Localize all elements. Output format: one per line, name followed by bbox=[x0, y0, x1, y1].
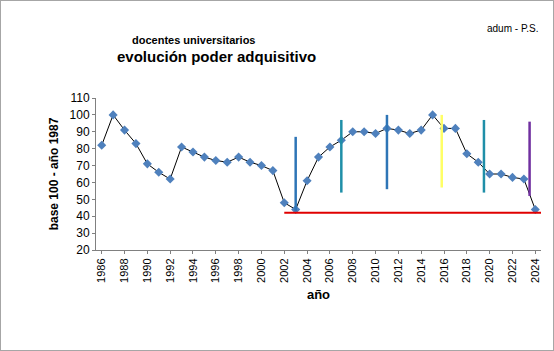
svg-text:110: 110 bbox=[70, 91, 89, 105]
svg-text:2004: 2004 bbox=[301, 258, 313, 282]
svg-text:2014: 2014 bbox=[415, 258, 427, 282]
svg-text:2006: 2006 bbox=[323, 258, 335, 282]
svg-text:1996: 1996 bbox=[209, 258, 221, 282]
svg-text:2024: 2024 bbox=[529, 258, 541, 282]
svg-text:40: 40 bbox=[76, 209, 90, 223]
svg-text:2022: 2022 bbox=[506, 258, 518, 282]
svg-text:2010: 2010 bbox=[369, 258, 381, 282]
svg-text:1994: 1994 bbox=[187, 258, 199, 282]
svg-text:2012: 2012 bbox=[392, 258, 404, 282]
svg-text:2018: 2018 bbox=[460, 258, 472, 282]
svg-text:50: 50 bbox=[76, 193, 90, 207]
svg-text:docentes universitarios: docentes universitarios bbox=[132, 34, 256, 46]
svg-text:2008: 2008 bbox=[346, 258, 358, 282]
svg-text:60: 60 bbox=[76, 176, 90, 190]
svg-text:30: 30 bbox=[76, 226, 90, 240]
svg-text:2002: 2002 bbox=[278, 258, 290, 282]
svg-text:80: 80 bbox=[76, 142, 90, 156]
svg-text:20: 20 bbox=[76, 243, 90, 257]
svg-text:año: año bbox=[307, 287, 330, 302]
svg-text:2016: 2016 bbox=[438, 258, 450, 282]
svg-text:1986: 1986 bbox=[95, 258, 107, 282]
svg-text:1988: 1988 bbox=[118, 258, 130, 282]
svg-text:90: 90 bbox=[76, 125, 90, 139]
svg-text:100: 100 bbox=[70, 108, 90, 122]
svg-text:1998: 1998 bbox=[232, 258, 244, 282]
svg-text:1992: 1992 bbox=[164, 258, 176, 282]
svg-text:base 100 - año 1987: base 100 - año 1987 bbox=[47, 117, 61, 230]
svg-text:2000: 2000 bbox=[255, 258, 267, 282]
svg-text:adum - P.S.: adum - P.S. bbox=[487, 23, 539, 34]
svg-text:70: 70 bbox=[76, 159, 90, 173]
svg-text:2020: 2020 bbox=[483, 258, 495, 282]
svg-text:evolución poder adquisitivo: evolución poder adquisitivo bbox=[117, 48, 316, 65]
svg-text:1990: 1990 bbox=[141, 258, 153, 282]
